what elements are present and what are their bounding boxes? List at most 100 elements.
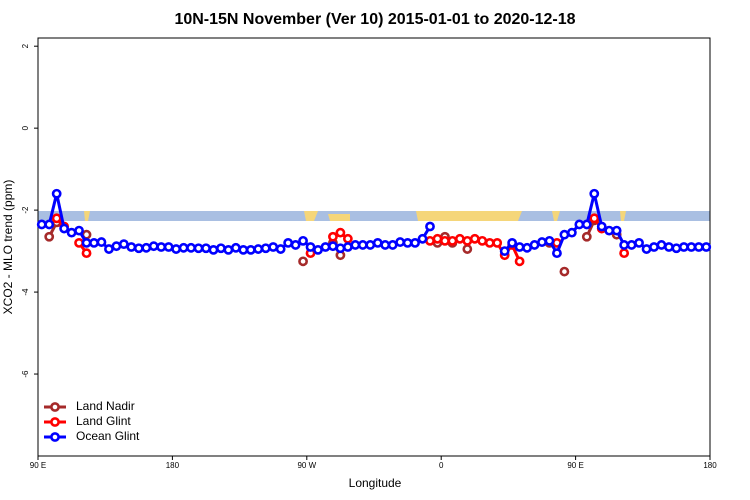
data-point (365, 240, 376, 250)
legend-marker (50, 417, 60, 427)
data-point (178, 242, 189, 253)
data-point (290, 240, 301, 250)
data-point (462, 235, 473, 246)
data-point (238, 244, 249, 255)
data-point (425, 235, 435, 246)
data-point (686, 242, 697, 252)
data-point (604, 225, 615, 236)
data-point (499, 246, 510, 256)
data-point (395, 237, 406, 247)
data-point (589, 188, 600, 199)
data-point (81, 238, 92, 248)
data-point (574, 219, 585, 230)
y-tick-label: 0 (21, 125, 30, 130)
map-band (38, 211, 710, 221)
data-point (111, 241, 122, 252)
land-band (84, 211, 626, 221)
data-point (537, 237, 547, 247)
data-point (74, 238, 84, 248)
data-point (477, 235, 488, 246)
x-tick-label: 180 (166, 461, 180, 470)
data-point (634, 238, 644, 248)
data-point (559, 266, 570, 277)
data-point (81, 248, 92, 259)
data-point (552, 248, 562, 259)
data-point (208, 244, 219, 255)
data-point (201, 243, 211, 254)
data-point (611, 225, 622, 236)
y-axis-label: XCO2 - MLO trend (ppm) (1, 180, 15, 315)
x-tick-label: 0 (439, 461, 444, 470)
data-point (701, 242, 712, 252)
data-point (126, 242, 137, 252)
legend-marker (50, 432, 60, 442)
data-point (522, 242, 532, 253)
x-tick-label: 90 E (30, 461, 46, 470)
data-point (649, 242, 659, 252)
data-point (484, 238, 495, 248)
x-tick-label: 90 W (297, 461, 316, 470)
data-point (454, 233, 465, 244)
data-point (66, 227, 77, 238)
data-point (133, 243, 144, 254)
data-point (462, 244, 473, 254)
x-tick-label: 90 E (567, 461, 583, 470)
data-point (163, 242, 174, 252)
data-point (268, 242, 279, 252)
data-point (664, 242, 674, 252)
data-point (626, 240, 637, 250)
data-point (514, 256, 525, 267)
data-point (320, 242, 331, 252)
data-point (589, 213, 600, 224)
data-point (402, 238, 413, 248)
data-point (96, 237, 107, 247)
data-point (447, 235, 458, 246)
legend-label: Land Glint (76, 414, 131, 428)
data-point (171, 244, 182, 254)
data-point (357, 240, 368, 250)
data-point (559, 229, 570, 240)
data-point (44, 219, 55, 230)
data-point (619, 248, 630, 259)
data-point (372, 238, 383, 248)
x-tick-label: 180 (703, 461, 717, 470)
data-point (410, 238, 420, 248)
data-point (656, 240, 667, 250)
data-point (671, 243, 682, 254)
data-point (328, 241, 338, 252)
data-point (335, 227, 346, 238)
ocean-band (38, 211, 710, 221)
data-point (469, 233, 480, 244)
data-point (298, 235, 308, 246)
y-tick-label: -4 (21, 288, 30, 296)
data-point (223, 244, 234, 255)
data-point (581, 231, 592, 242)
data-point (342, 233, 353, 244)
data-point (432, 233, 443, 244)
data-point (51, 188, 62, 199)
data-point (59, 223, 70, 234)
data-point (581, 219, 592, 230)
legend-label: Ocean Glint (76, 429, 140, 443)
data-point (118, 239, 129, 250)
data-point (507, 238, 518, 248)
data-point (641, 244, 652, 254)
data-point (328, 231, 338, 242)
data-point (253, 244, 264, 254)
data-point (44, 231, 55, 242)
data-point (141, 242, 152, 253)
data-point (313, 244, 323, 255)
data-point (529, 240, 540, 250)
y-tick-label: -2 (21, 206, 30, 214)
data-point (260, 243, 271, 254)
data-point (514, 242, 525, 252)
data-point (544, 235, 555, 246)
data-point (335, 243, 346, 254)
data-point (186, 242, 196, 253)
data-point (89, 238, 99, 248)
data-point (148, 241, 159, 252)
data-point (156, 242, 167, 252)
data-point (230, 242, 241, 253)
data-point (693, 242, 704, 252)
